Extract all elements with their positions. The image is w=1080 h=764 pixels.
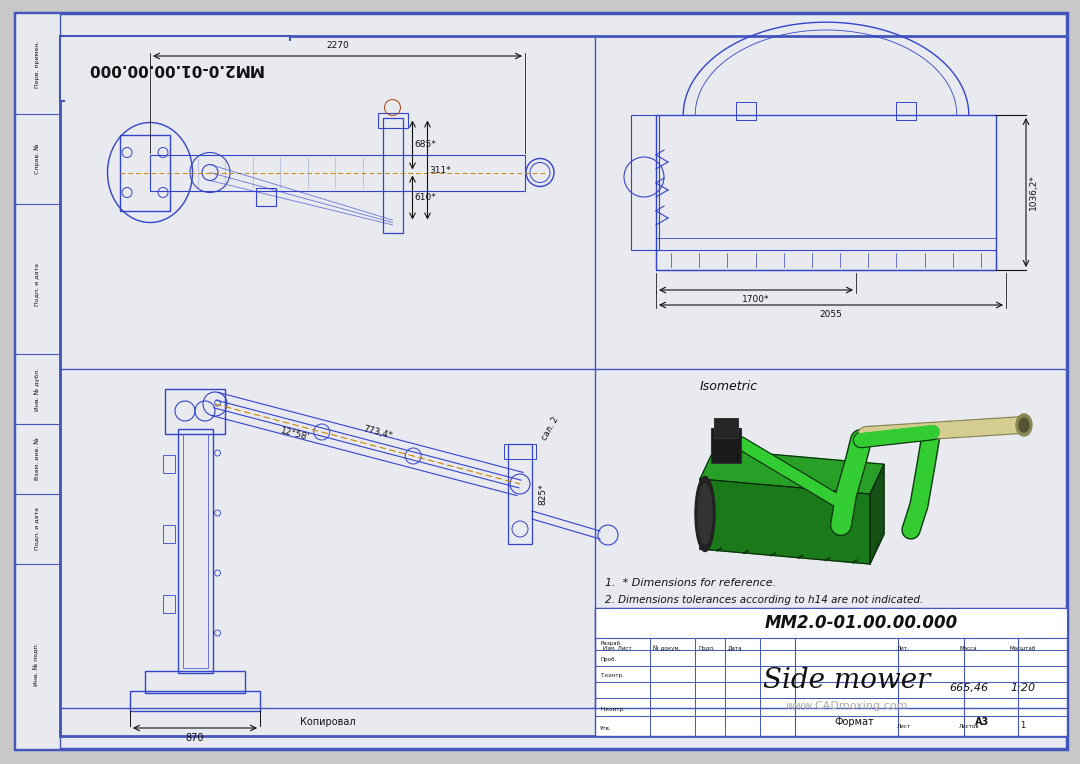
Text: 2270: 2270 <box>326 41 349 50</box>
Text: Лист: Лист <box>896 724 910 729</box>
Text: Инв. № подп.: Инв. № подп. <box>35 643 40 686</box>
Text: Side mower: Side mower <box>762 668 930 694</box>
Text: Справ. №: Справ. № <box>35 144 40 174</box>
Bar <box>595 608 1067 638</box>
Ellipse shape <box>698 484 712 544</box>
Ellipse shape <box>696 477 715 552</box>
Bar <box>508 444 532 544</box>
Text: Листов: Листов <box>958 724 978 729</box>
Text: Перв. примен.: Перв. примен. <box>35 40 40 88</box>
Polygon shape <box>870 465 885 564</box>
Text: 773,4*: 773,4* <box>362 424 393 440</box>
Text: 1:20: 1:20 <box>1011 683 1036 693</box>
Text: Н.контр.: Н.контр. <box>600 707 624 711</box>
Bar <box>504 444 536 459</box>
Text: Инв. № дубл.: Инв. № дубл. <box>35 367 40 410</box>
Bar <box>130 691 260 711</box>
Text: 685*: 685* <box>415 140 436 149</box>
Text: 1.  * Dimensions for reference.: 1. * Dimensions for reference. <box>605 578 777 588</box>
Bar <box>162 595 175 613</box>
Bar <box>162 525 175 543</box>
Text: 12°58': 12°58' <box>280 426 311 442</box>
Text: A3: A3 <box>975 717 989 727</box>
Bar <box>631 115 659 250</box>
Text: Проб.: Проб. <box>600 656 617 662</box>
Text: Т.контр.: Т.контр. <box>600 672 624 678</box>
Text: 1700*: 1700* <box>742 295 770 304</box>
Ellipse shape <box>1016 414 1032 436</box>
Bar <box>382 118 403 232</box>
Text: MM2.0-01.00.00.000: MM2.0-01.00.00.000 <box>765 614 958 632</box>
Text: www.CADmoxing.com: www.CADmoxing.com <box>785 701 908 711</box>
Bar <box>256 187 276 206</box>
Bar <box>714 418 738 438</box>
Ellipse shape <box>1020 418 1029 432</box>
Text: Isometric: Isometric <box>700 380 758 393</box>
Text: 2055: 2055 <box>820 310 842 319</box>
Text: Утв.: Утв. <box>600 727 611 731</box>
Text: Подп. и дата: Подп. и дата <box>35 263 40 306</box>
Bar <box>145 671 245 693</box>
Text: MM2.0-01.00.00.000: MM2.0-01.00.00.000 <box>87 61 264 76</box>
Bar <box>656 238 996 250</box>
Bar <box>177 429 213 673</box>
Text: Масштаб: Масштаб <box>1010 646 1036 650</box>
Text: сал. 2: сал. 2 <box>540 416 561 442</box>
Bar <box>15 13 60 749</box>
Polygon shape <box>700 449 885 494</box>
Bar <box>162 455 175 473</box>
Bar <box>165 389 225 434</box>
Text: Взам. инв. №: Взам. инв. № <box>35 438 40 481</box>
Text: Дата: Дата <box>728 646 743 650</box>
Text: 1036,2*: 1036,2* <box>1029 174 1038 210</box>
Text: 1: 1 <box>1021 721 1026 730</box>
Bar <box>65 41 590 364</box>
Text: 2. Dimensions tolerances according to h14 are not indicated.: 2. Dimensions tolerances according to h1… <box>605 595 923 605</box>
Text: Подп. и дата: Подп. и дата <box>35 507 40 551</box>
Bar <box>120 134 170 211</box>
Text: Копировал: Копировал <box>299 717 355 727</box>
Text: Подп.: Подп. <box>698 646 715 650</box>
Text: Изм. Лист: Изм. Лист <box>603 646 632 650</box>
Bar <box>735 102 756 120</box>
Bar <box>711 428 741 463</box>
Text: Формат: Формат <box>835 717 875 727</box>
Bar <box>595 608 1067 736</box>
Text: № докум.: № докум. <box>653 645 680 651</box>
Bar <box>60 36 291 101</box>
Bar <box>896 102 916 120</box>
Text: 610*: 610* <box>415 193 436 202</box>
Text: 870: 870 <box>186 733 204 743</box>
Text: 825*: 825* <box>538 483 546 505</box>
Text: 311*: 311* <box>430 166 451 175</box>
Text: Лит.: Лит. <box>897 646 909 650</box>
Bar <box>378 112 407 128</box>
Polygon shape <box>700 479 870 564</box>
Bar <box>656 115 996 270</box>
Bar <box>183 434 207 668</box>
Text: Разраб.: Разраб. <box>600 640 622 646</box>
Bar <box>150 154 525 190</box>
Text: 665,46: 665,46 <box>949 683 988 693</box>
Bar <box>656 250 996 270</box>
Text: Масса: Масса <box>960 646 977 650</box>
